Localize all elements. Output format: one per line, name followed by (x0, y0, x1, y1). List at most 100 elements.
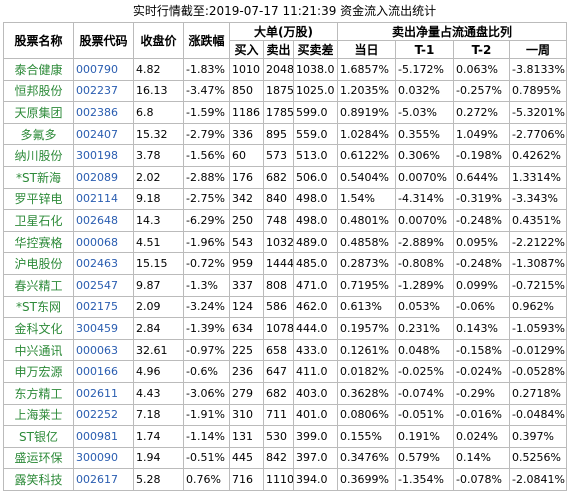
cell: 4.96 (133, 360, 184, 383)
cell: 9.18 (133, 187, 184, 211)
cell: 394.0 (293, 468, 338, 491)
subheader-cell: 卖出 (263, 40, 294, 59)
cell: 000790 (73, 58, 134, 81)
cell: 599.0 (293, 101, 338, 124)
cell: 462.0 (293, 295, 338, 319)
cell: -3.343% (508, 187, 568, 211)
cell: 2.09 (133, 295, 184, 319)
cell: 002617 (73, 468, 134, 491)
cell: 1.74 (133, 425, 184, 448)
cell: -0.257% (453, 79, 510, 103)
cell: 401.0 (293, 403, 338, 427)
cell: 1.6857% (337, 58, 396, 81)
cell: 0.1957% (337, 317, 396, 340)
cell: 682 (263, 165, 294, 189)
cell: 002547 (73, 273, 134, 297)
cell: 748 (263, 209, 294, 232)
row: 盛运环保 300090 1.94 -0.51% 445 842 397.0 0.3476% 0.… (3, 446, 568, 470)
cell: 中兴通讯 (3, 338, 74, 362)
cell: 1.2035% (337, 79, 396, 103)
cell: 4.51 (133, 230, 184, 254)
cell: 0.7895% (508, 79, 568, 103)
cell: 498.0 (293, 209, 338, 232)
cell: 盛运环保 (3, 446, 74, 470)
cell: 60 (229, 144, 264, 167)
cell: 225 (229, 338, 264, 362)
row: 天原集团 002386 6.8 -1.59% 1186 1785 599.0 0.8919% -… (3, 101, 568, 124)
cell: 1186 (229, 101, 264, 124)
cell: -2.0841% (508, 468, 568, 491)
cell: 658 (263, 338, 294, 362)
cell: 0.0806% (337, 403, 396, 427)
cell: 959 (229, 252, 264, 275)
cell: 多氟多 (3, 122, 74, 146)
cell: -0.198% (453, 144, 510, 167)
cell: -1.3087% (508, 252, 568, 275)
cell: 000068 (73, 230, 134, 254)
cell: -3.8133% (508, 58, 568, 81)
row: 泰合健康 000790 4.82 -1.83% 1010 2048 1038.0 1.6857… (3, 58, 568, 81)
cell: 0.2873% (337, 252, 396, 275)
cell: 卫星石化 (3, 209, 74, 232)
header-cell: 涨跌幅 (183, 22, 230, 59)
cell: 0.7195% (337, 273, 396, 297)
cell: -1.59% (183, 101, 230, 124)
cell: 罗平锌电 (3, 187, 74, 211)
cell: 300090 (73, 446, 134, 470)
cell: 711 (263, 403, 294, 427)
cell: -1.56% (183, 144, 230, 167)
cell: 300198 (73, 144, 134, 167)
cell: -0.0484% (508, 403, 568, 427)
cell: 000063 (73, 338, 134, 362)
cell: 716 (229, 468, 264, 491)
cell: 840 (263, 187, 294, 211)
row: 申万宏源 000166 4.96 -0.6% 236 647 411.0 0.0182% -0.… (3, 360, 568, 383)
cell: 342 (229, 187, 264, 211)
cell: 0.0070% (395, 165, 454, 189)
cell: 1.049% (453, 122, 510, 146)
table: 股票名称 股票代码 收盘价 涨跌幅 大单(万股) 卖出净量占流通盘比列 买入 卖出 买卖差 当日 T… (3, 22, 568, 491)
subheader-cell: T-2 (453, 40, 510, 59)
cell: -0.319% (453, 187, 510, 211)
cell: -0.078% (453, 468, 510, 491)
cell: -0.158% (453, 338, 510, 362)
cell: -2.7706% (508, 122, 568, 146)
cell: 000981 (73, 425, 134, 448)
subheader-cell: T-1 (395, 40, 454, 59)
cell: 279 (229, 381, 264, 405)
cell: 15.32 (133, 122, 184, 146)
cell: *ST东网 (3, 295, 74, 319)
cell: 513.0 (293, 144, 338, 167)
row: *ST新海 002089 2.02 -2.88% 176 682 506.0 0.5404% 0… (3, 165, 568, 189)
cell: -0.248% (453, 209, 510, 232)
cell: 002114 (73, 187, 134, 211)
header-cell: 收盘价 (133, 22, 184, 59)
cell: 0.048% (395, 338, 454, 362)
cell: 000166 (73, 360, 134, 383)
row: 露笑科技 002617 5.28 0.76% 716 1110 394.0 0.3699% -1… (3, 468, 568, 491)
cell: 002252 (73, 403, 134, 427)
cell: 16.13 (133, 79, 184, 103)
cell: 842 (263, 446, 294, 470)
cell: -0.248% (453, 252, 510, 275)
cell: 2.02 (133, 165, 184, 189)
cell: 002386 (73, 101, 134, 124)
cell: 0.099% (453, 273, 510, 297)
cell: 336 (229, 122, 264, 146)
cell: -4.314% (395, 187, 454, 211)
cell: -0.808% (395, 252, 454, 275)
cell: 2048 (263, 58, 294, 81)
cell: -0.051% (395, 403, 454, 427)
cell: 250 (229, 209, 264, 232)
cell: -1.83% (183, 58, 230, 81)
cell: -0.025% (395, 360, 454, 383)
cell: -5.172% (395, 58, 454, 81)
cell: 471.0 (293, 273, 338, 297)
row: 东方精工 002611 4.43 -3.06% 279 682 403.0 0.3628% -0… (3, 381, 568, 405)
cell: 4.43 (133, 381, 184, 405)
cell: -0.29% (453, 381, 510, 405)
cell: 0.4858% (337, 230, 396, 254)
cell: 3.78 (133, 144, 184, 167)
cell: 485.0 (293, 252, 338, 275)
cell: 0.5404% (337, 165, 396, 189)
